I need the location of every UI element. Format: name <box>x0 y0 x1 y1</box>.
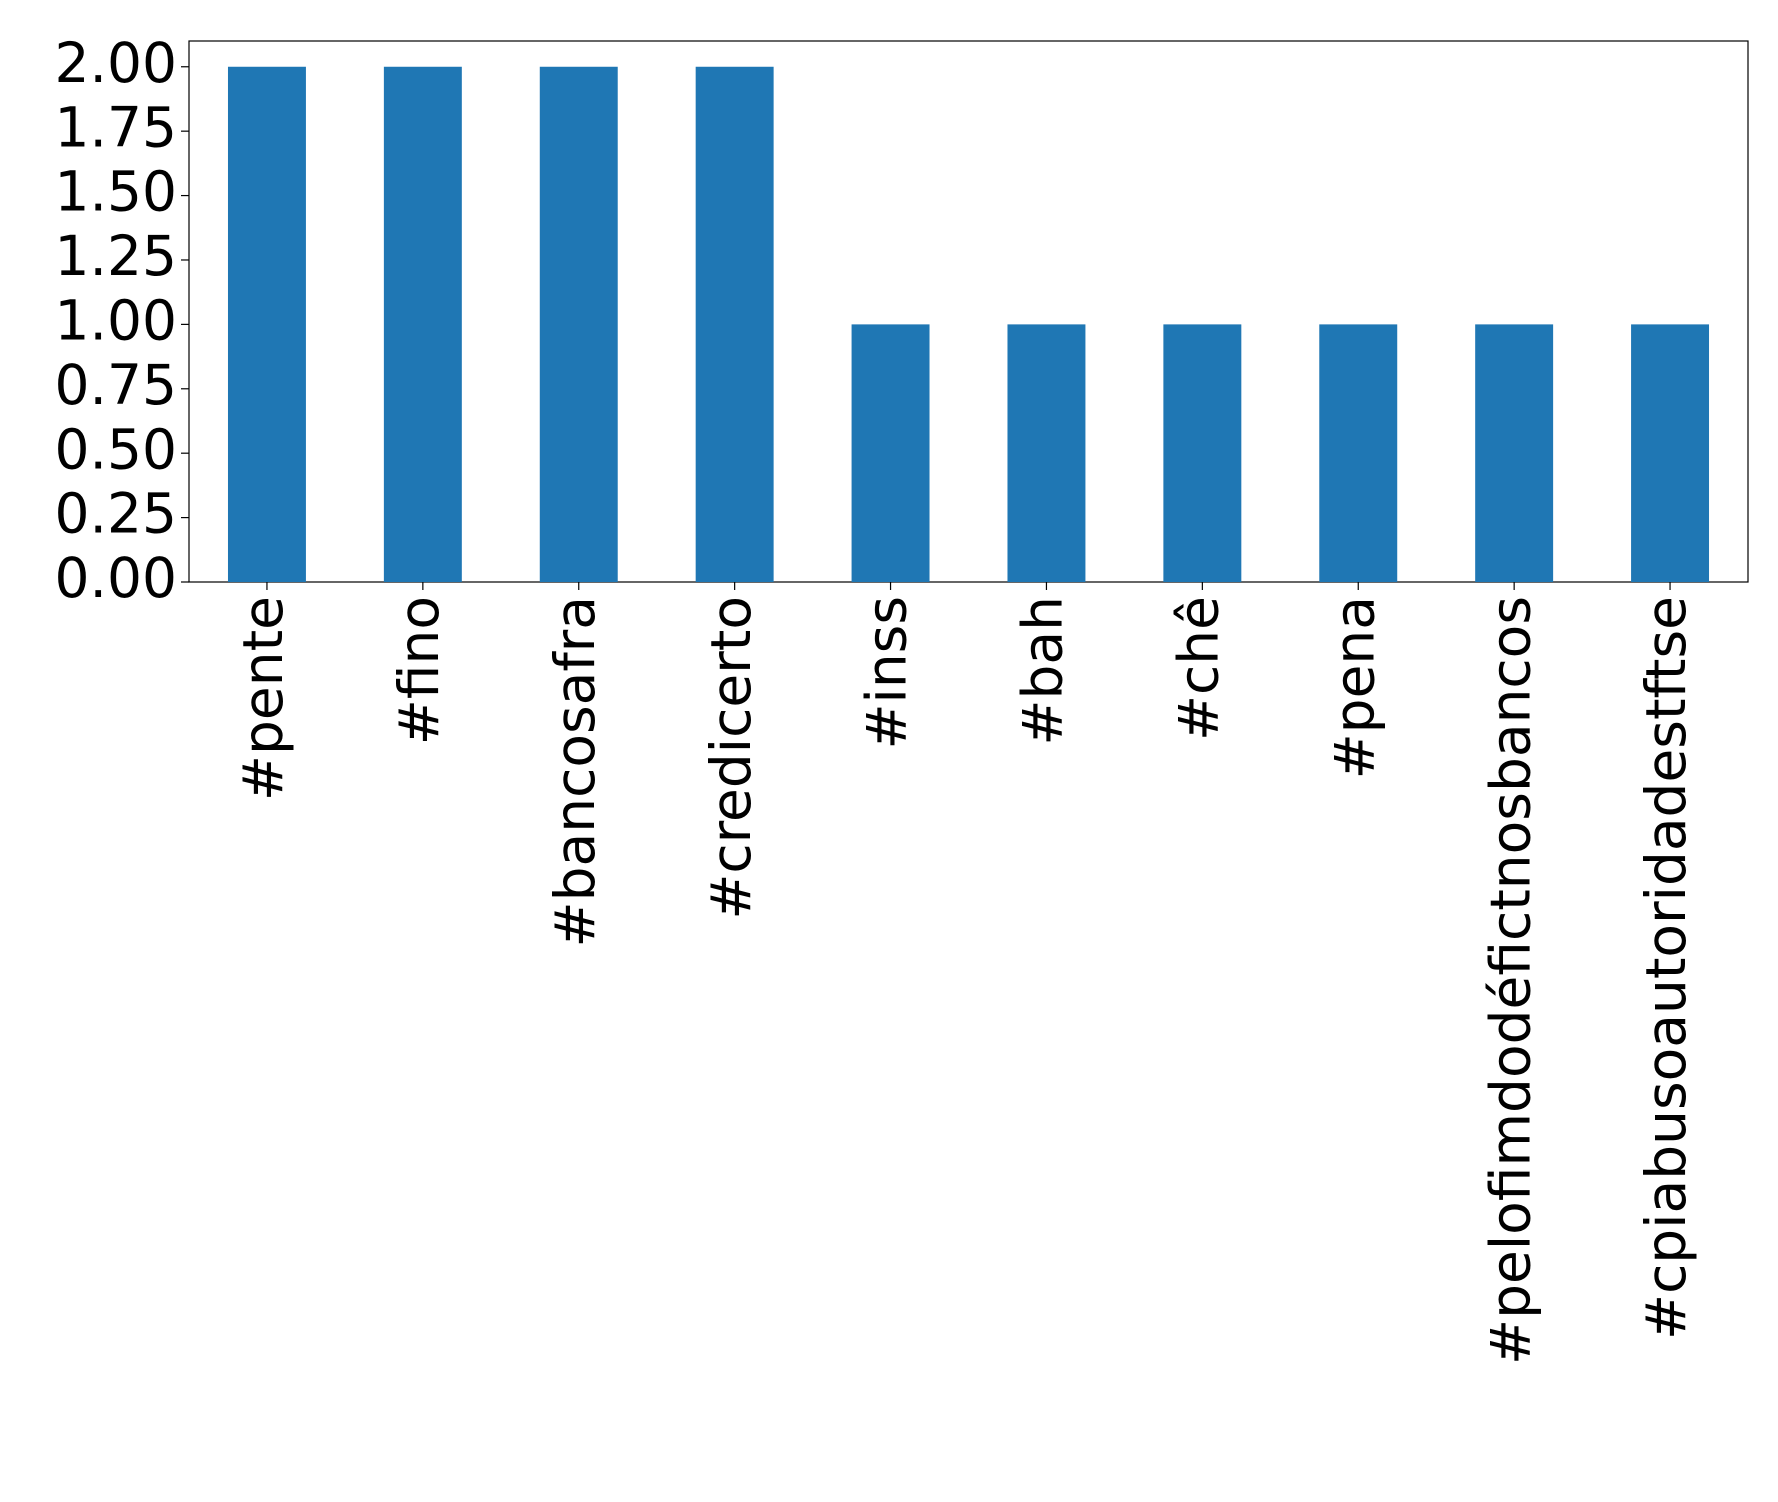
x-tick-label: #inss <box>855 596 919 750</box>
y-tick-label: 1.00 <box>55 289 177 353</box>
y-tick-label: 0.00 <box>55 546 177 610</box>
bar <box>695 66 774 582</box>
x-tick-label: #fino <box>387 596 451 745</box>
y-tick-label: 1.75 <box>55 95 177 159</box>
y-tick-label: 1.50 <box>55 160 177 224</box>
bar <box>851 324 930 582</box>
y-tick-label: 0.25 <box>55 482 177 546</box>
y-tick-label: 2.00 <box>55 31 177 95</box>
bar <box>1163 324 1242 582</box>
x-tick-label: #cpiabusoautoridadestftse <box>1634 596 1698 1340</box>
plot-frame <box>188 40 1749 583</box>
bar <box>227 66 306 582</box>
x-tick-label: #pena <box>1322 596 1386 779</box>
y-tick-label: 0.50 <box>55 417 177 481</box>
x-tick-label: #pente <box>231 596 295 801</box>
bar <box>1475 324 1554 582</box>
x-tick-label: #pelofimdodéfictnosbancos <box>1478 596 1542 1365</box>
bar <box>383 66 462 582</box>
y-tick-label: 0.75 <box>55 353 177 417</box>
x-tick-label: #bah <box>1011 596 1075 746</box>
bar <box>1319 324 1398 582</box>
bar <box>1007 324 1086 582</box>
x-tick-label: #bancosafra <box>543 596 607 947</box>
bar <box>539 66 618 582</box>
x-tick-label: #credicerto <box>699 596 763 920</box>
x-tick-label: #chê <box>1166 596 1230 741</box>
bar <box>1631 324 1710 582</box>
y-tick-label: 1.25 <box>55 224 177 288</box>
